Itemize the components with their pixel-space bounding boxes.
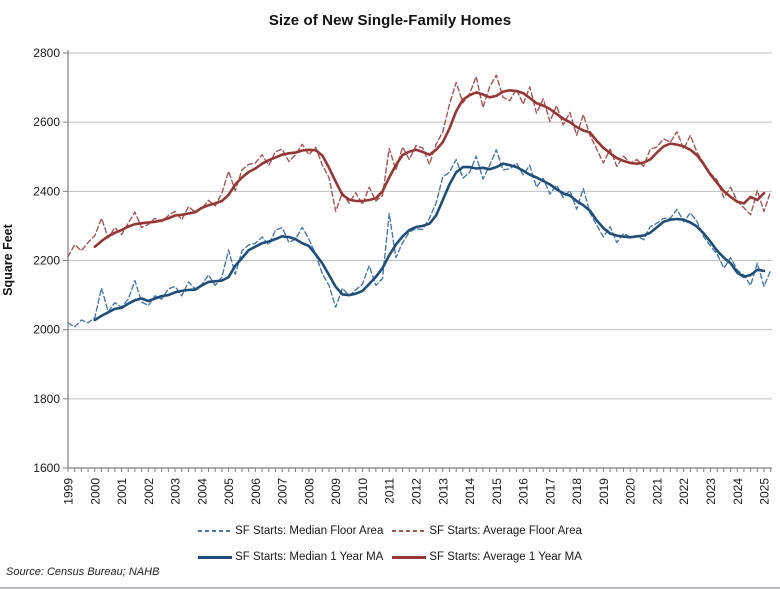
x-tick-label-2007: 2007 bbox=[276, 478, 290, 505]
line-sf-starts-average-floor-area bbox=[67, 74, 772, 258]
x-tick-label-2001: 2001 bbox=[115, 478, 129, 505]
x-tick-label-2013: 2013 bbox=[436, 478, 450, 505]
legend-item-sf-starts-median-floor-area: SF Starts: Median Floor Area bbox=[198, 525, 383, 537]
x-tick-label-2000: 2000 bbox=[88, 478, 102, 505]
x-tick-label-2020: 2020 bbox=[624, 478, 638, 505]
x-tick-label-1999: 1999 bbox=[62, 478, 76, 505]
x-tick-label-2012: 2012 bbox=[410, 478, 424, 505]
x-tick-label-2009: 2009 bbox=[329, 478, 343, 505]
x-tick-label-2006: 2006 bbox=[249, 478, 263, 505]
line-sf-starts-median-floor-area bbox=[67, 149, 772, 328]
y-tick-label: 2800 bbox=[33, 46, 60, 60]
x-tick-label-2025: 2025 bbox=[758, 478, 772, 505]
legend-item-sf-starts-average-floor-area: SF Starts: Average Floor Area bbox=[392, 525, 582, 537]
legend-label: SF Starts: Median Floor Area bbox=[235, 525, 384, 537]
x-tick-label-2004: 2004 bbox=[195, 478, 209, 505]
line-sf-starts-average-1-year-ma bbox=[93, 89, 766, 248]
legend-label: SF Starts: Average Floor Area bbox=[429, 525, 582, 537]
x-tick-label-2017: 2017 bbox=[543, 478, 557, 505]
y-tick-label: 1600 bbox=[33, 461, 60, 475]
x-tick-label-2003: 2003 bbox=[169, 478, 183, 505]
x-tick-label-2019: 2019 bbox=[597, 478, 611, 505]
legend-item-sf-starts-median-1-year-ma: SF Starts: Median 1 Year MA bbox=[198, 551, 383, 563]
y-axis-title: Square Feet bbox=[1, 223, 15, 295]
legend-swatch-dashed bbox=[392, 530, 427, 532]
chart-title: Size of New Single-Family Homes bbox=[268, 12, 512, 29]
legend-label: SF Starts: Average 1 Year MA bbox=[429, 551, 582, 563]
x-tick-label-2022: 2022 bbox=[677, 478, 691, 505]
x-tick-label-2015: 2015 bbox=[490, 478, 504, 505]
legend-label: SF Starts: Median 1 Year MA bbox=[235, 551, 384, 563]
x-tick-label-2018: 2018 bbox=[570, 478, 584, 505]
x-tick-label-2011: 2011 bbox=[383, 478, 397, 504]
x-tick-label-2021: 2021 bbox=[650, 478, 664, 505]
x-tick-label-2024: 2024 bbox=[731, 478, 745, 505]
x-tick-label-2014: 2014 bbox=[463, 478, 477, 505]
y-tick-label: 2000 bbox=[33, 323, 60, 337]
x-tick-label-2002: 2002 bbox=[142, 478, 156, 505]
source-note: Source: Census Bureau; NAHB bbox=[6, 566, 160, 578]
legend-row-top: SF Starts: Median Floor Area SF Starts: A… bbox=[0, 525, 780, 537]
legend-swatch-solid bbox=[392, 555, 427, 559]
x-tick-label-2010: 2010 bbox=[356, 478, 370, 505]
y-tick-label: 2200 bbox=[33, 254, 60, 268]
legend-swatch-dashed bbox=[198, 530, 233, 532]
line-sf-starts-median-1-year-ma bbox=[93, 162, 766, 322]
x-tick-label-2023: 2023 bbox=[704, 478, 718, 505]
y-tick-label: 2600 bbox=[33, 115, 60, 129]
y-tick-label: 1800 bbox=[33, 392, 60, 406]
legend-row-bottom: SF Starts: Median 1 Year MA SF Starts: Av… bbox=[0, 551, 780, 563]
x-tick-label-2016: 2016 bbox=[517, 478, 531, 505]
x-tick-label-2005: 2005 bbox=[222, 478, 236, 505]
x-tick-label-2008: 2008 bbox=[302, 478, 316, 505]
legend-swatch-solid bbox=[198, 555, 233, 559]
legend-item-sf-starts-average-1-year-ma: SF Starts: Average 1 Year MA bbox=[392, 551, 582, 563]
y-tick-label: 2400 bbox=[33, 184, 60, 198]
